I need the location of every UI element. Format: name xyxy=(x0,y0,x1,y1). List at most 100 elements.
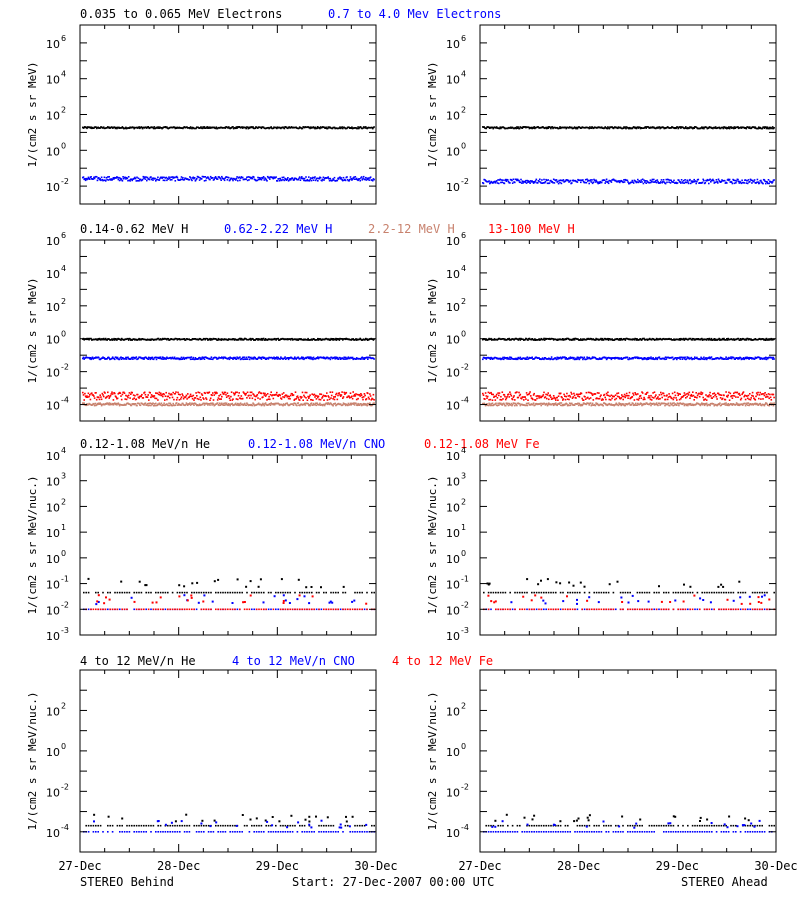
data-point xyxy=(82,357,84,360)
data-point xyxy=(726,396,729,398)
data-point xyxy=(598,392,600,394)
data-point xyxy=(141,178,144,181)
data-point xyxy=(507,179,509,181)
data-point xyxy=(250,356,252,359)
data-point xyxy=(111,356,114,358)
data-point xyxy=(620,397,622,399)
data-point xyxy=(335,339,338,341)
data-point xyxy=(355,338,357,340)
data-point xyxy=(485,358,488,360)
y-tick-exponent: 4 xyxy=(461,70,466,79)
data-point xyxy=(314,394,317,397)
data-point xyxy=(763,179,766,181)
data-point xyxy=(704,357,707,360)
data-point xyxy=(613,395,615,398)
data-point xyxy=(243,338,245,341)
data-point xyxy=(603,179,606,181)
data-point xyxy=(84,392,86,395)
data-point xyxy=(720,180,723,183)
data-point xyxy=(265,179,268,181)
data-point xyxy=(568,394,571,397)
data-point xyxy=(569,179,572,182)
data-point xyxy=(129,338,131,340)
data-point xyxy=(653,338,655,340)
data-point xyxy=(111,402,114,405)
data-point xyxy=(114,403,117,406)
data-point xyxy=(649,179,652,182)
data-point xyxy=(319,338,322,340)
data-point xyxy=(686,179,688,182)
data-point xyxy=(245,178,247,180)
data-point xyxy=(176,396,179,399)
data-point xyxy=(643,358,645,360)
data-point xyxy=(728,391,730,394)
data-point xyxy=(155,397,158,400)
data-point xyxy=(203,398,205,400)
data-point xyxy=(150,339,152,341)
data-point xyxy=(362,358,364,360)
data-point xyxy=(199,358,202,361)
y-tick-label: 10 xyxy=(46,74,60,87)
data-point xyxy=(555,357,557,360)
y-tick-label: 10 xyxy=(46,268,60,281)
data-point xyxy=(152,402,154,404)
data-point xyxy=(663,394,666,397)
data-point xyxy=(731,182,734,185)
data-point xyxy=(748,398,750,401)
data-point xyxy=(304,179,307,182)
data-point xyxy=(337,358,340,360)
data-point xyxy=(564,398,567,401)
data-point xyxy=(119,177,122,180)
data-point xyxy=(525,404,527,407)
data-point xyxy=(542,182,545,184)
data-point xyxy=(150,356,152,359)
data-point xyxy=(568,404,570,407)
data-point xyxy=(355,358,357,360)
data-point xyxy=(287,357,289,359)
data-point xyxy=(228,395,230,397)
data-point xyxy=(683,182,686,184)
data-point xyxy=(253,358,255,360)
data-point xyxy=(524,181,526,184)
data-point xyxy=(605,178,608,181)
data-point xyxy=(589,126,591,128)
data-point xyxy=(136,180,139,182)
data-point xyxy=(546,402,548,405)
data-point xyxy=(568,180,571,183)
data-point xyxy=(276,180,279,182)
data-point xyxy=(553,396,556,399)
data-point xyxy=(209,399,211,401)
data-point xyxy=(710,181,712,183)
data-point xyxy=(561,396,563,399)
data-point xyxy=(727,337,729,340)
data-point xyxy=(200,357,202,359)
data-point xyxy=(285,358,287,360)
data-point xyxy=(116,404,118,406)
data-point xyxy=(637,178,639,181)
data-point xyxy=(134,357,137,359)
data-point xyxy=(203,176,205,178)
data-point xyxy=(147,358,149,360)
data-point xyxy=(162,358,165,360)
data-point xyxy=(120,127,123,129)
data-point xyxy=(270,126,272,128)
data-point xyxy=(152,127,155,130)
data-point xyxy=(650,180,653,182)
data-point xyxy=(193,177,196,179)
data-point xyxy=(310,179,313,182)
data-point xyxy=(645,393,647,395)
data-point xyxy=(245,404,247,406)
data-point xyxy=(189,393,192,396)
data-point xyxy=(496,397,499,399)
data-point xyxy=(301,176,303,178)
data-point xyxy=(294,403,297,405)
data-point xyxy=(216,402,219,404)
data-point xyxy=(164,395,167,397)
data-point xyxy=(233,339,236,341)
data-point xyxy=(610,394,613,397)
data-point xyxy=(765,182,767,185)
data-point xyxy=(309,178,311,181)
data-point xyxy=(352,391,354,393)
data-point xyxy=(288,126,291,128)
data-point xyxy=(115,126,117,129)
